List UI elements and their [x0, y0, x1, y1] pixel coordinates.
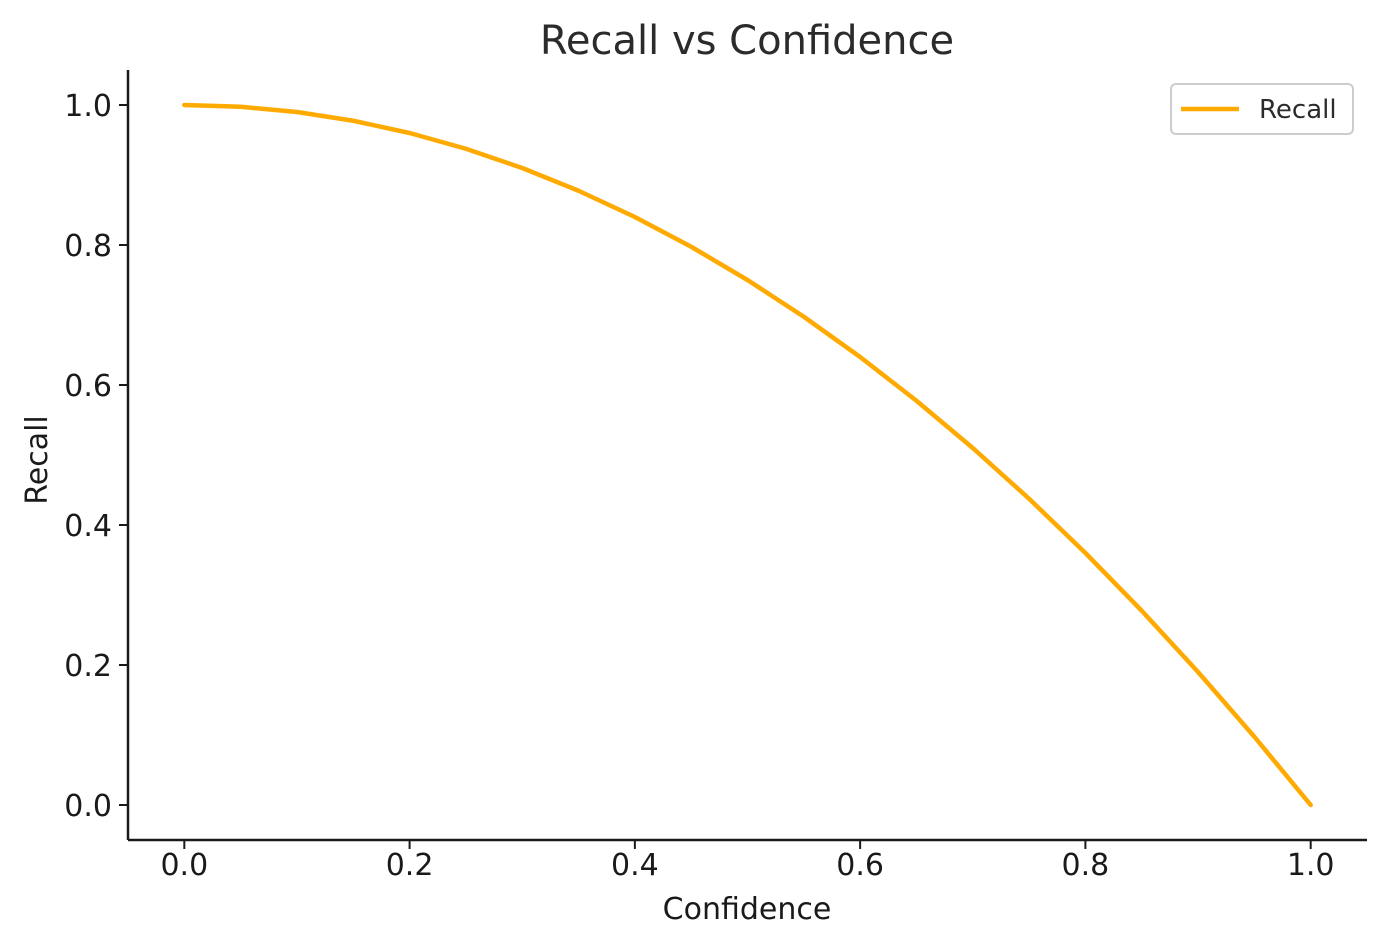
y-tick-label: 0.0 — [64, 789, 112, 824]
legend: Recall — [1170, 83, 1354, 135]
y-tick-label: 0.8 — [64, 229, 112, 264]
y-tick-label: 0.4 — [64, 509, 112, 544]
x-axis-ticks: 0.0 0.2 0.4 0.6 0.8 1.0 — [160, 840, 1335, 883]
chart-title: Recall vs Confidence — [540, 18, 954, 64]
x-tick-label: 1.0 — [1287, 848, 1335, 883]
series-layer — [182, 102, 1313, 808]
y-tick-label: 1.0 — [64, 89, 112, 124]
y-tick-label: 0.6 — [64, 369, 112, 404]
y-axis-label: Recall — [20, 415, 55, 505]
series-line-recall — [182, 102, 1313, 808]
y-tick-label: 0.2 — [64, 649, 112, 684]
legend-label: Recall — [1259, 95, 1337, 125]
y-axis-ticks: 0.0 0.2 0.4 0.6 0.8 1.0 — [64, 89, 128, 824]
x-tick-label: 0.6 — [836, 848, 884, 883]
x-tick-label: 0.8 — [1062, 848, 1110, 883]
legend-frame — [1170, 83, 1354, 135]
x-tick-label: 0.2 — [386, 848, 434, 883]
x-tick-label: 0.0 — [160, 848, 208, 883]
x-axis-label: Confidence — [663, 892, 832, 927]
x-tick-label: 0.4 — [611, 848, 659, 883]
